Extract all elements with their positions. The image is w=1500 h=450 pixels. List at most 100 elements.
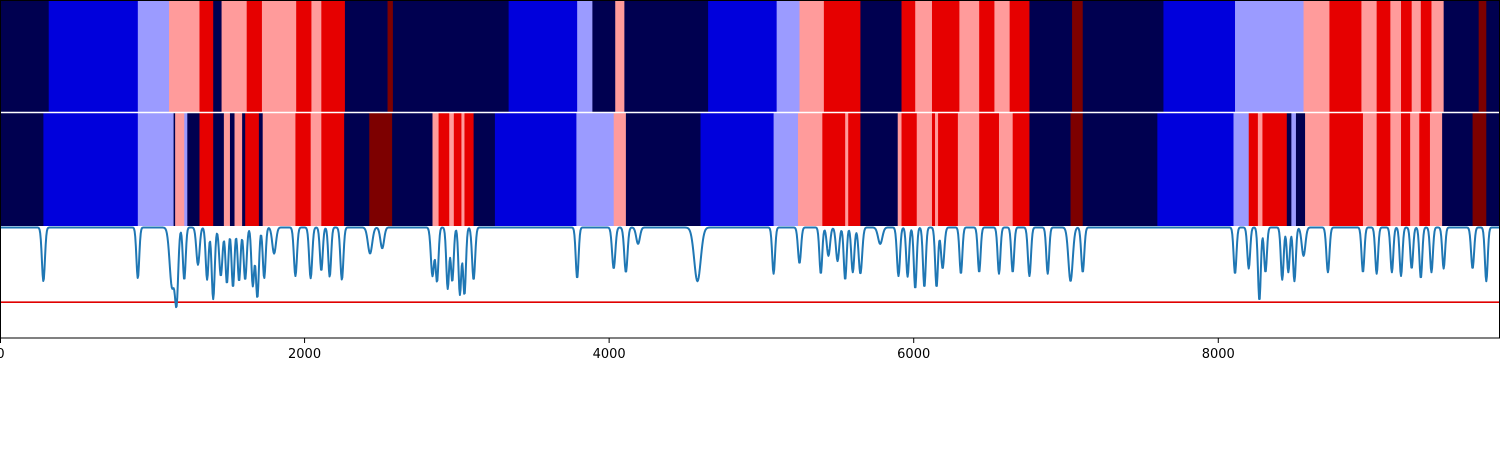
state-segment bbox=[261, 0, 297, 112]
state-segment bbox=[387, 0, 394, 112]
state-segment bbox=[959, 0, 980, 112]
state-segment bbox=[1257, 113, 1263, 226]
state-segment bbox=[1262, 113, 1288, 226]
state-segment bbox=[221, 0, 248, 112]
state-segment bbox=[1419, 113, 1431, 226]
state-track-top bbox=[0, 0, 1500, 112]
state-segment bbox=[1082, 113, 1158, 226]
state-segment bbox=[223, 113, 231, 226]
state-segment bbox=[797, 113, 823, 226]
state-segment bbox=[1082, 0, 1164, 112]
state-segment bbox=[321, 113, 345, 226]
state-segment bbox=[799, 0, 825, 112]
state-segment bbox=[453, 113, 462, 226]
state-segment bbox=[137, 113, 175, 226]
state-segment bbox=[1329, 113, 1364, 226]
state-segment bbox=[901, 0, 916, 112]
state-segment bbox=[592, 0, 616, 112]
state-segment bbox=[246, 0, 263, 112]
state-segment bbox=[173, 113, 176, 226]
state-segment bbox=[624, 0, 709, 112]
state-segment bbox=[1376, 113, 1391, 226]
x-tick-label: 0 bbox=[0, 347, 5, 362]
state-segment bbox=[1376, 0, 1391, 112]
state-segment bbox=[957, 113, 980, 226]
state-segment bbox=[369, 113, 393, 226]
state-segment bbox=[915, 0, 933, 112]
state-segment bbox=[432, 113, 439, 226]
state-segment bbox=[1157, 113, 1234, 226]
state-segment bbox=[169, 0, 200, 112]
state-segment bbox=[1291, 113, 1297, 226]
state-segment bbox=[577, 0, 593, 112]
state-segment bbox=[1361, 0, 1378, 112]
state-segment bbox=[1029, 0, 1073, 112]
state-segment bbox=[311, 0, 322, 112]
state-segment bbox=[310, 113, 322, 226]
state-segment bbox=[1329, 0, 1362, 112]
state-segment bbox=[1072, 0, 1084, 112]
state-segment bbox=[1305, 113, 1330, 226]
state-segment bbox=[48, 0, 139, 112]
state-segment bbox=[1442, 113, 1473, 226]
state-segment bbox=[1429, 113, 1443, 226]
state-segment bbox=[1411, 0, 1422, 112]
state-segment bbox=[1401, 113, 1411, 226]
state-segment bbox=[344, 113, 370, 226]
state-segment bbox=[494, 113, 577, 226]
state-segment bbox=[938, 113, 959, 226]
state-segment bbox=[1443, 0, 1480, 112]
state-segment bbox=[1420, 0, 1432, 112]
state-segment bbox=[1070, 113, 1084, 226]
state-segment bbox=[1163, 0, 1236, 112]
state-segment bbox=[1295, 113, 1306, 226]
state-segment bbox=[213, 113, 225, 226]
state-segment bbox=[773, 113, 799, 226]
state-segment bbox=[175, 113, 185, 226]
state-segment bbox=[464, 113, 475, 226]
state-segment bbox=[258, 113, 264, 226]
signal-panel bbox=[0, 226, 1500, 338]
state-segment bbox=[897, 113, 902, 226]
state-segment bbox=[392, 0, 510, 112]
state-segment bbox=[822, 113, 846, 226]
state-segment bbox=[344, 0, 388, 112]
state-segment bbox=[245, 113, 260, 226]
state-segment bbox=[0, 113, 44, 226]
state-segment bbox=[1235, 0, 1304, 112]
state-segment bbox=[615, 0, 625, 112]
state-segment bbox=[860, 113, 899, 226]
state-segment bbox=[137, 0, 170, 112]
state-segment bbox=[901, 113, 918, 226]
x-tick-label: 4000 bbox=[593, 347, 626, 362]
state-segment bbox=[1431, 0, 1445, 112]
state-segment bbox=[1478, 0, 1487, 112]
state-segment bbox=[1012, 113, 1030, 226]
state-segment bbox=[1233, 113, 1250, 226]
state-segment bbox=[473, 113, 496, 226]
state-segment bbox=[1390, 0, 1402, 112]
state-segment bbox=[296, 0, 312, 112]
signal-line bbox=[0, 226, 1500, 309]
state-segment bbox=[199, 0, 214, 112]
state-segment bbox=[916, 113, 933, 226]
state-segment bbox=[1362, 113, 1378, 226]
state-segment bbox=[1286, 113, 1292, 226]
state-segment bbox=[392, 113, 433, 226]
state-segment bbox=[845, 113, 849, 226]
state-segment bbox=[1303, 0, 1330, 112]
state-track-bottom bbox=[0, 113, 1500, 226]
state-segment bbox=[979, 0, 995, 112]
state-segment bbox=[213, 0, 222, 112]
state-segment bbox=[576, 113, 615, 226]
state-segment bbox=[700, 113, 775, 226]
state-segment bbox=[0, 0, 50, 112]
state-segment bbox=[979, 113, 1000, 226]
state-segment bbox=[931, 113, 936, 226]
state-segment bbox=[1401, 0, 1413, 112]
state-segment bbox=[449, 113, 455, 226]
state-segment bbox=[935, 113, 939, 226]
x-tick-label: 2000 bbox=[288, 347, 321, 362]
state-segment bbox=[262, 113, 296, 226]
